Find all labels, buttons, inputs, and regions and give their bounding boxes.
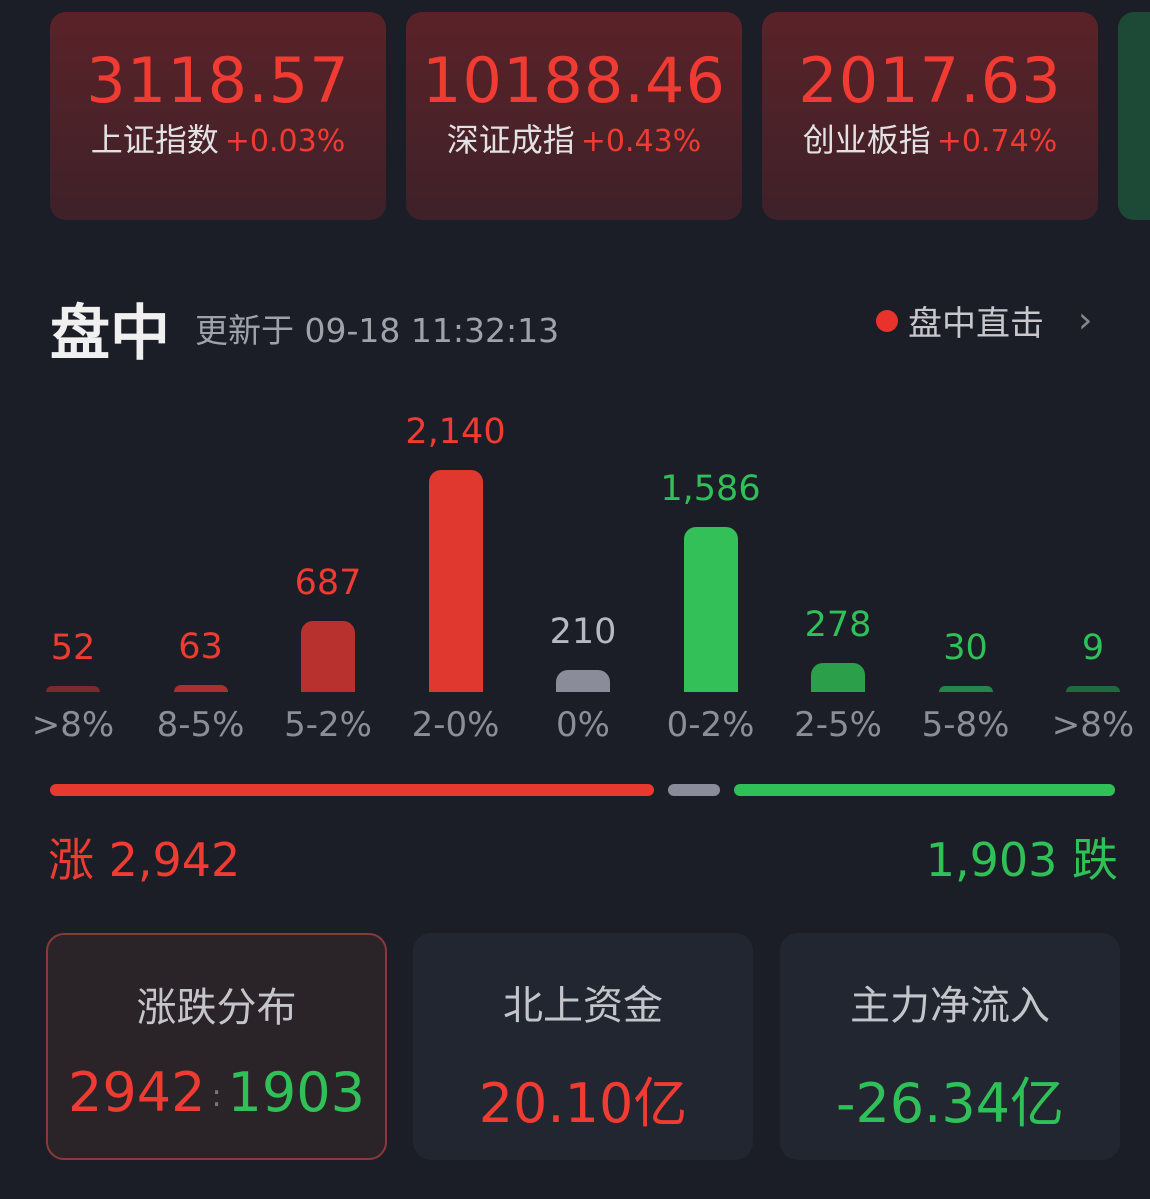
bar-7: [938, 686, 993, 692]
down-count: 1,903 跌: [925, 833, 1118, 887]
flat-ratio-bar: [667, 784, 720, 796]
category-label: 5-2%: [284, 705, 372, 745]
down-ratio-bar: [733, 784, 1115, 796]
value-label: 52: [50, 628, 96, 668]
index-value: 10188.46: [422, 44, 726, 117]
northbound-value: 20.10亿: [478, 1072, 688, 1135]
index-change: +0.43%: [580, 124, 702, 159]
index-value: 2017.63: [798, 44, 1062, 117]
separator: :: [211, 1078, 222, 1114]
category-label: 8-5%: [156, 705, 245, 745]
up-count: 涨 2,942: [48, 833, 241, 887]
bar-2: [301, 620, 355, 692]
tab-northbound-funds[interactable]: 北上资金 20.10亿: [413, 933, 753, 1160]
category-label: >8%: [31, 705, 115, 745]
chevron-right-icon: ›: [1078, 300, 1093, 341]
bar-1: [173, 685, 228, 692]
live-label: 盘中直击: [908, 304, 1044, 344]
net-inflow-value: -26.34亿: [835, 1072, 1065, 1135]
bar-3: [428, 470, 483, 692]
value-label: 1,586: [660, 469, 761, 510]
index-card-shanghai[interactable]: 3118.57 上证指数 +0.03%: [50, 12, 386, 220]
section-title: 盘中: [50, 299, 170, 369]
index-change: +0.74%: [936, 124, 1058, 159]
bar-5: [683, 527, 738, 692]
value-label: 30: [943, 628, 988, 668]
value-label: 687: [294, 562, 362, 603]
category-label: 2-5%: [794, 705, 882, 745]
red-dot-icon: [876, 309, 898, 332]
category-label: >8%: [1051, 705, 1135, 745]
index-card-chinext[interactable]: 2017.63 创业板指 +0.74%: [762, 12, 1098, 220]
category-label: 0-2%: [666, 705, 755, 745]
category-label: 2-0%: [411, 705, 500, 745]
category-label: 5-8%: [921, 705, 1010, 745]
card-title: 北上资金: [503, 983, 663, 1029]
value-label: 9: [1081, 628, 1105, 668]
value-label: 210: [549, 612, 617, 653]
bar-6: [811, 663, 865, 692]
live-link[interactable]: 盘中直击 ›: [876, 296, 1092, 345]
tab-up-down-distribution[interactable]: 涨跌分布 2942:1903: [46, 933, 387, 1160]
value-label: 2,140: [405, 412, 506, 452]
distribution-chart: 52 >8% 63 8-5% 687 5-2% 2,140 2-0% 210 0% 1,586 0-2…: [0, 400, 1150, 760]
tab-main-net-inflow[interactable]: 主力净流入 -26.34亿: [780, 933, 1120, 1160]
index-change: +0.03%: [224, 124, 346, 159]
bar-4: [556, 670, 610, 692]
bar-8: [1066, 686, 1120, 692]
down-value: 1903: [227, 1061, 365, 1124]
index-name: 深证成指: [446, 121, 575, 159]
card-title: 涨跌分布: [136, 985, 297, 1031]
index-card-partial[interactable]: [1118, 12, 1150, 220]
up-ratio-bar: [50, 784, 654, 796]
value-label: 63: [178, 627, 223, 668]
index-name: 上证指数: [90, 121, 219, 159]
up-value: 2942: [68, 1061, 206, 1124]
category-label: 0%: [556, 705, 610, 745]
index-name: 创业板指: [802, 121, 931, 159]
value-label: 278: [804, 605, 872, 646]
index-value: 3118.57: [86, 44, 350, 117]
card-title: 主力净流入: [850, 983, 1050, 1029]
update-time: 更新于 09-18 11:32:13: [195, 311, 560, 350]
bar-0: [46, 686, 100, 692]
index-card-shenzhen[interactable]: 10188.46 深证成指 +0.43%: [406, 12, 742, 220]
